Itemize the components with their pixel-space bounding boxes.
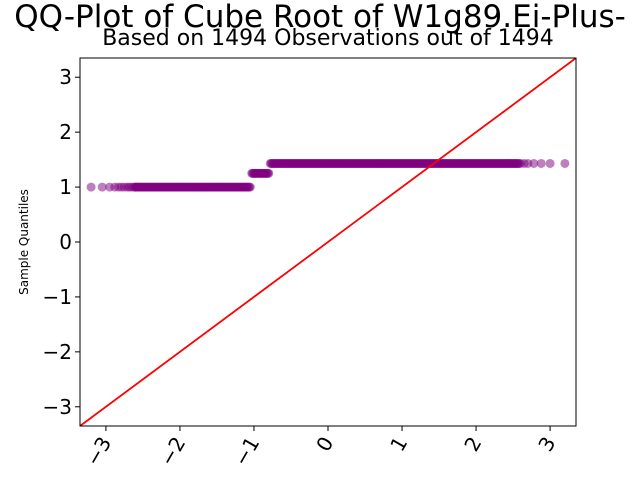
chart-title: QQ-Plot of Cube Root of W1g89.Ei-Plus- xyxy=(14,0,626,35)
data-point xyxy=(86,182,96,192)
x-tick-label: 1 xyxy=(385,433,412,456)
x-tick-label: 0 xyxy=(311,433,338,456)
x-tick-label: 2 xyxy=(459,433,486,456)
x-tick-label: −3 xyxy=(81,433,117,471)
y-tick-label: 1 xyxy=(59,175,72,199)
y-tick-label: 2 xyxy=(59,120,72,144)
x-tick-label: −1 xyxy=(229,433,265,471)
y-tick-label: −1 xyxy=(43,285,72,309)
x-tick-label: −2 xyxy=(155,433,191,471)
y-tick-label: 0 xyxy=(59,230,72,254)
data-point xyxy=(97,182,107,192)
y-tick-label: −2 xyxy=(43,340,72,364)
x-tick-label: 3 xyxy=(533,433,560,456)
data-point xyxy=(245,182,255,192)
title-wrap: QQ-Plot of Cube Root of W1g89.Ei-Plus- xyxy=(0,0,640,48)
y-tick-label: −3 xyxy=(43,395,72,419)
data-points xyxy=(86,158,570,192)
reference-line xyxy=(80,58,576,426)
y-axis-label: Sample Quantiles xyxy=(17,189,31,295)
y-tick-label: 3 xyxy=(59,65,72,89)
data-point xyxy=(560,158,570,168)
data-point xyxy=(529,158,539,168)
x-axis: −3 −2 −1 0 1 2 3 xyxy=(81,426,560,471)
data-point xyxy=(536,158,546,168)
y-axis: −3 −2 −1 0 1 2 3 xyxy=(43,65,80,419)
chart-subtitle: Based on 1494 Observations out of 1494 xyxy=(102,26,554,51)
data-point xyxy=(264,168,274,178)
data-point xyxy=(545,158,555,168)
